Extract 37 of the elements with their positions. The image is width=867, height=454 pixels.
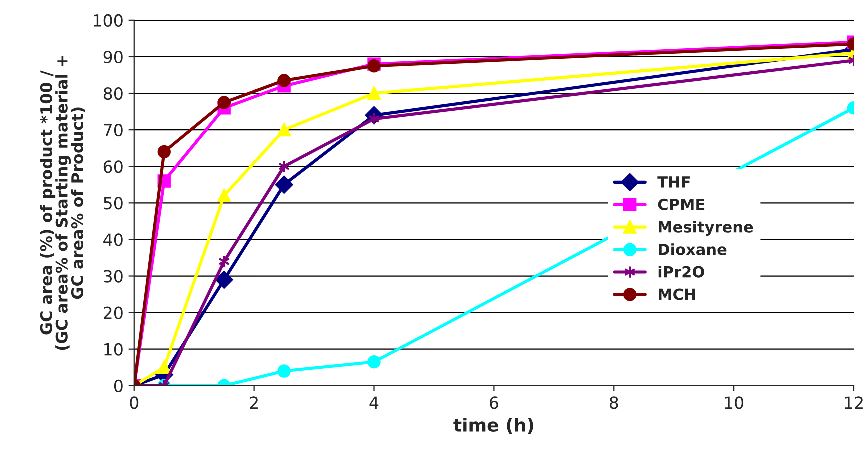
y-tick-label: 100 bbox=[94, 14, 123, 27]
point bbox=[158, 145, 171, 159]
legend-label: Mesityrene bbox=[659, 221, 754, 236]
point bbox=[278, 74, 291, 88]
point bbox=[158, 361, 171, 374]
y-tick-label: 20 bbox=[104, 306, 123, 320]
y-tick-label: 50 bbox=[104, 197, 123, 210]
point bbox=[218, 96, 231, 110]
legend-label: MCH bbox=[659, 288, 696, 300]
y-axis-title: GC area (%) of product *100 / (GC area% of Starting material + GC area% of Product) bbox=[40, 56, 86, 350]
y-tick-label: 70 bbox=[104, 124, 123, 137]
x-axis-title: time (h) bbox=[454, 418, 534, 434]
point bbox=[368, 86, 381, 100]
x-tick-label: 0 bbox=[130, 396, 139, 410]
x-tick-label: 2 bbox=[250, 396, 258, 409]
y-tick-label: 30 bbox=[104, 270, 123, 283]
legend-label: CPME bbox=[658, 198, 705, 210]
point bbox=[278, 123, 291, 137]
y-tick-label: 0 bbox=[114, 380, 123, 392]
point bbox=[368, 356, 381, 369]
y-tick-label: 40 bbox=[104, 234, 123, 246]
x-tick-label: 6 bbox=[490, 396, 498, 410]
point bbox=[215, 271, 234, 289]
point bbox=[275, 176, 294, 194]
y-tick-label: 90 bbox=[104, 50, 123, 64]
x-tick-label: 12 bbox=[845, 396, 863, 409]
legend-label: iPr2O bbox=[658, 266, 704, 278]
y-tick-label: 10 bbox=[104, 343, 123, 356]
y-tick-label: 60 bbox=[104, 160, 123, 174]
legend-label: THF bbox=[658, 176, 690, 188]
x-tick-label: 8 bbox=[610, 396, 618, 410]
x-tick-label: 4 bbox=[370, 396, 379, 409]
y-tick-label: 80 bbox=[104, 87, 123, 100]
x-tick-label: 10 bbox=[725, 396, 744, 410]
point bbox=[278, 364, 291, 378]
point bbox=[218, 189, 231, 202]
legend-label: Dioxane bbox=[659, 244, 727, 256]
